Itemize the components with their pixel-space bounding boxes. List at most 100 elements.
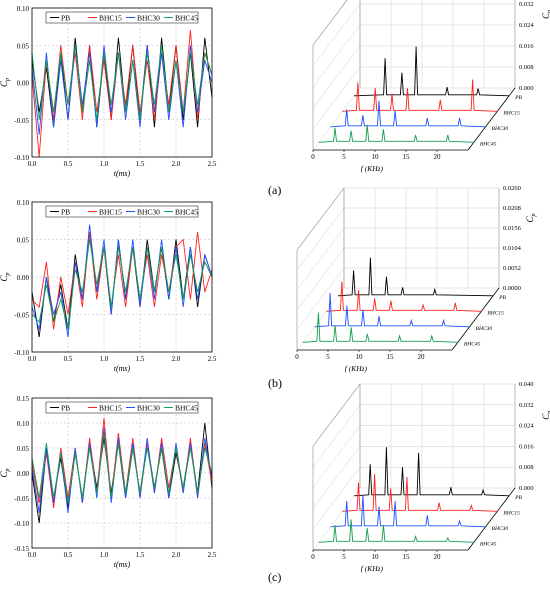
legend-label-pb: PB	[61, 14, 70, 23]
depth-label: BHC30	[476, 326, 493, 332]
depth-axis-line	[467, 87, 516, 151]
z-tick-label: 0.0156	[503, 225, 522, 232]
plot-frame	[31, 7, 213, 158]
grid-line	[312, 3, 361, 67]
legend-label-bhc45: BHC45	[175, 14, 198, 23]
x-tick-label: 1.0	[100, 551, 109, 559]
grid-line	[296, 227, 345, 291]
svg-text:Cp: Cp	[541, 10, 550, 19]
x-axis-label: f (KHz)	[361, 564, 384, 573]
y-tick-label: 0.00	[17, 274, 30, 282]
x-tick-label: 0.5	[64, 551, 73, 559]
legend-label-bhc30: BHC30	[137, 14, 160, 23]
x-tick-label: 1.0	[100, 355, 109, 363]
series-line-bhc15	[31, 231, 213, 330]
x-axis-label: t(ms)	[114, 560, 131, 569]
z-tick-label: 0.0000	[503, 285, 521, 292]
y-tick-label: 0.05	[17, 237, 30, 245]
x-tick-label: 10	[372, 553, 380, 561]
x-tick-label: 2.5	[208, 355, 217, 363]
x-tick-label: 2.0	[172, 160, 181, 168]
legend-box	[45, 11, 199, 24]
spectrum-line-bhc30	[314, 292, 470, 328]
y-tick-label: -0.15	[14, 545, 29, 553]
panel-label-a: (a)	[268, 183, 282, 197]
grid-line	[296, 247, 345, 311]
z-tick-label: 0.024	[519, 22, 534, 29]
spectrum-line-bhc15	[342, 79, 498, 112]
y-tick-label: 0.05	[17, 42, 30, 50]
grid-line	[296, 207, 345, 271]
y-tick-label: -0.10	[14, 520, 29, 528]
spectrum-line-bhc45	[318, 124, 474, 143]
x-tick-label: 20	[434, 153, 442, 161]
grid-line	[312, 467, 361, 530]
x-tick-label: 5	[342, 553, 346, 561]
x-tick-label: 0	[311, 553, 315, 561]
series-line-bhc45	[31, 239, 213, 330]
z-tick-label: 0.000	[519, 485, 534, 492]
grid-line	[312, 87, 361, 151]
depth-axis-line	[451, 287, 500, 351]
depth-axis-line	[467, 487, 516, 551]
x-tick-label: 1.5	[136, 355, 145, 363]
legend-label-bhc15: BHC15	[99, 404, 122, 413]
axis-edge	[296, 187, 345, 251]
x-tick-label: 0	[311, 153, 315, 161]
x-tick-label: 5	[342, 153, 346, 161]
x-tick-label: 0	[295, 353, 299, 361]
spectrum-line-bhc30	[330, 100, 486, 128]
y-axis-label: Cp	[0, 468, 11, 477]
depth-label: BHC45	[480, 540, 497, 547]
grid-line	[312, 45, 361, 109]
svg-text:Cp: Cp	[0, 78, 11, 87]
x-tick-label: 1.0	[100, 160, 109, 168]
x-tick-label: 20	[434, 553, 442, 561]
y-tick-label: 0.10	[17, 199, 30, 207]
legend: PB BHC15 BHC30 BHC45	[45, 401, 199, 414]
grid-line	[296, 287, 345, 351]
y-axis-label: Cp	[0, 78, 11, 87]
grid-line	[312, 0, 348, 46]
x-tick-label: 2.5	[208, 160, 217, 168]
y-tick-label: 0.00	[17, 80, 30, 88]
x-tick-label: 15	[403, 553, 411, 561]
x-tick-label: 1.5	[136, 551, 145, 559]
y-tick-label: 0.10	[17, 420, 30, 428]
z-tick-label: 0.0208	[503, 205, 521, 212]
legend: PB BHC15 BHC30 BHC45	[45, 11, 199, 24]
x-tick-label: 0.5	[64, 355, 73, 363]
y-tick-label: 0.15	[17, 395, 30, 403]
x-tick-label: 1.5	[136, 160, 145, 168]
legend-label-bhc45: BHC45	[175, 208, 198, 217]
z-axis-label: Cp	[541, 411, 550, 420]
legend-label-pb: PB	[61, 208, 70, 217]
legend-label-bhc45: BHC45	[175, 404, 198, 413]
legend-box	[45, 401, 199, 414]
x-axis-label: f (KHz)	[345, 364, 368, 373]
svg-text:Cp: Cp	[0, 468, 11, 477]
axis-edge	[312, 0, 348, 46]
z-tick-label: 0.040	[519, 381, 534, 388]
spectrum-line-bhc15	[326, 281, 482, 312]
grid-line	[312, 425, 361, 488]
legend-label-bhc15: BHC15	[99, 14, 122, 23]
spectrum-line-bhc45	[318, 519, 474, 543]
z-tick-label: 0.0104	[503, 245, 522, 252]
y-tick-label: -0.10	[14, 349, 29, 357]
axis-edge	[312, 383, 361, 447]
z-tick-label: 0.0260	[503, 185, 521, 192]
z-tick-label: 0.016	[519, 443, 534, 450]
grid-line	[312, 66, 361, 130]
y-tick-label: -0.05	[14, 312, 29, 320]
depth-label: BHC15	[503, 510, 520, 516]
x-tick-label: 0.5	[64, 160, 73, 168]
x-tick-label: 5	[326, 353, 330, 361]
depth-label: BHC15	[487, 310, 504, 316]
z-tick-label: 0.000	[519, 85, 534, 92]
legend-label-bhc15: BHC15	[99, 208, 122, 217]
z-tick-label: 0.032	[519, 1, 534, 8]
x-tick-label: 10	[356, 353, 364, 361]
y-tick-label: -0.10	[14, 154, 29, 162]
depth-label: BHC30	[492, 126, 509, 132]
